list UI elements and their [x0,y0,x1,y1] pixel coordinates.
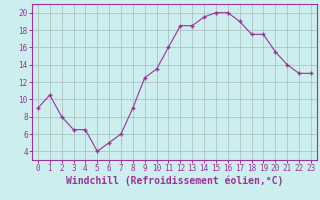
X-axis label: Windchill (Refroidissement éolien,°C): Windchill (Refroidissement éolien,°C) [66,176,283,186]
